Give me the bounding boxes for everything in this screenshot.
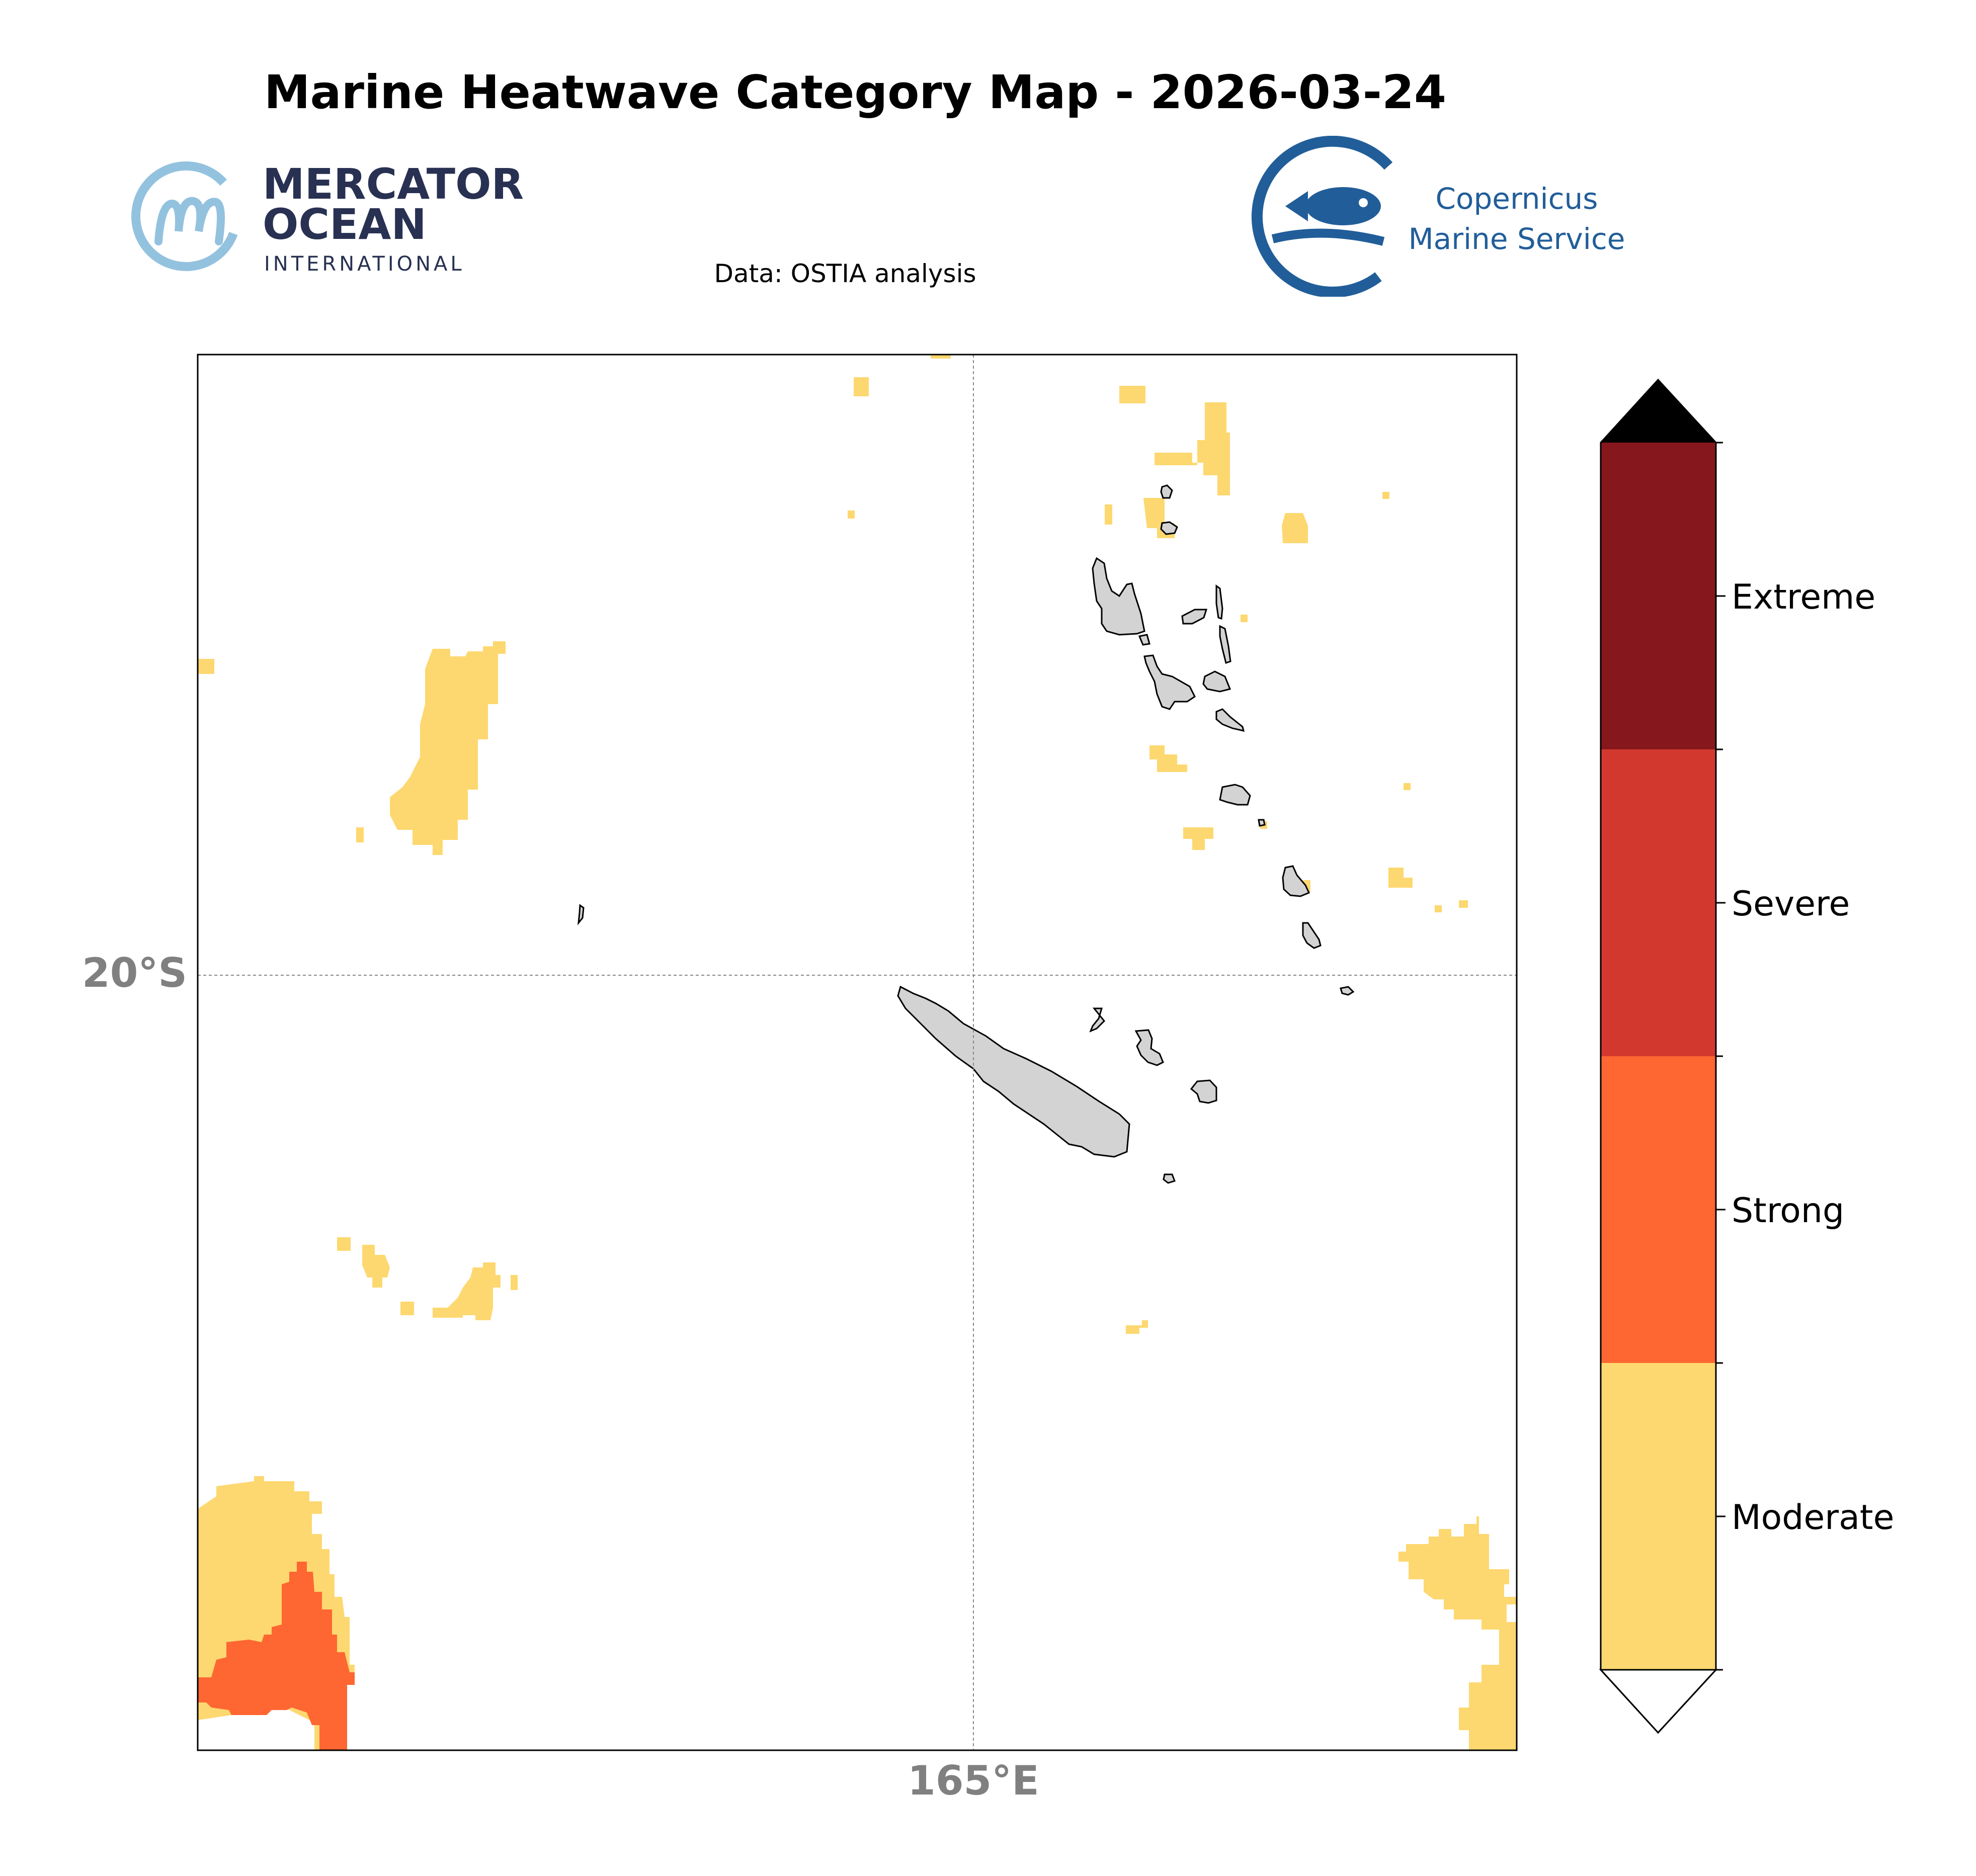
walpole-island <box>1340 986 1355 996</box>
colorbar-label-strong: Strong <box>1732 1191 1844 1231</box>
moderate-patch <box>1388 868 1413 888</box>
map-gridlines <box>198 355 1517 1750</box>
map-ocean-background <box>198 355 1517 1750</box>
latitude-label-20s: 20°S <box>82 950 187 996</box>
copernicus-line2: Marine Service <box>1409 222 1625 256</box>
moderate-patch <box>198 659 214 674</box>
moderate-patch <box>854 377 869 396</box>
moderate-patch <box>1149 745 1187 772</box>
colorbar-label-severe: Severe <box>1732 884 1850 924</box>
vanuatu-islet <box>1258 819 1266 827</box>
epi-island <box>1215 708 1245 732</box>
ouvea-island <box>1089 1007 1106 1033</box>
erromango-island <box>1282 865 1310 897</box>
moderate-patch <box>337 1237 351 1251</box>
colorbar-label-extreme: Extreme <box>1732 577 1875 617</box>
ambrym-island <box>1202 670 1231 693</box>
espiritu-santo-island <box>1092 557 1145 636</box>
colorbar-ticks <box>1716 442 1725 1671</box>
mercator-line2: OCEAN <box>263 200 427 249</box>
ambae-island <box>1181 609 1208 625</box>
pentecost-island <box>1219 625 1231 664</box>
land-masses <box>578 484 1355 1184</box>
moderate-patch <box>400 1302 414 1315</box>
moderate-patch <box>1126 1320 1148 1334</box>
lifou-island <box>1134 1029 1164 1066</box>
mare-island <box>1190 1079 1217 1104</box>
moderate-patch <box>362 1245 390 1288</box>
map-panel: 20°S 165°E <box>82 354 1518 1804</box>
moderate-patch <box>1435 905 1442 912</box>
new-caledonia-island <box>897 985 1130 1158</box>
colorbar-segment-strong <box>1601 1056 1716 1363</box>
strong-heatwave-areas <box>198 1562 355 1750</box>
moderate-patch <box>1382 492 1389 499</box>
vanuatu-small-island <box>1138 634 1150 646</box>
moderate-patch <box>1183 827 1213 850</box>
map-frame <box>197 354 1518 1751</box>
moderate-patch <box>1241 615 1248 622</box>
moderate-patch <box>1105 504 1112 525</box>
strong-patch <box>198 1562 355 1750</box>
moderate-patch <box>1155 402 1230 495</box>
moderate-patch <box>848 510 855 519</box>
colorbar-under-extension <box>1599 1669 1718 1734</box>
mercator-m-icon <box>131 161 241 271</box>
longitude-label-165e: 165°E <box>908 1757 1039 1804</box>
colorbar: Extreme Severe Strong Moderate <box>1599 378 1894 1734</box>
copernicus-fish-icon <box>1251 136 1393 297</box>
malekula-island <box>1143 654 1196 710</box>
moderate-patch <box>356 827 364 842</box>
copernicus-line1: Copernicus <box>1435 182 1598 216</box>
moderate-patch <box>1459 900 1468 908</box>
moderate-patch <box>511 1275 518 1290</box>
colorbar-label-moderate: Moderate <box>1732 1498 1894 1538</box>
colorbar-segment-moderate <box>1601 1363 1716 1670</box>
banks-island <box>1160 521 1178 535</box>
data-source-subtitle: Data: OSTIA analysis <box>714 259 976 288</box>
map-title: Marine Heatwave Category Map - 2026-03-2… <box>264 65 1446 119</box>
moderate-patch <box>1119 386 1145 403</box>
moderate-patch <box>1398 1516 1517 1750</box>
maewo-island <box>1215 584 1223 620</box>
colorbar-over-extension <box>1601 380 1716 443</box>
tanna-island <box>1302 922 1322 949</box>
colorbar-segment-extreme <box>1601 443 1716 749</box>
copernicus-marine-logo: Copernicus Marine Service <box>1251 136 1625 297</box>
torres-island <box>1160 484 1173 499</box>
colorbar-segment-severe <box>1601 749 1716 1056</box>
moderate-patch <box>931 355 951 359</box>
moderate-patch <box>433 1262 501 1320</box>
matthew-island <box>578 904 585 925</box>
mercator-line3: INTERNATIONAL <box>264 252 465 276</box>
mercator-ocean-logo: MERCATOR OCEAN INTERNATIONAL <box>131 159 524 276</box>
isle-of-pines <box>1163 1173 1176 1184</box>
mercator-line1: MERCATOR <box>263 159 524 209</box>
moderate-patch <box>390 641 506 855</box>
moderate-patch <box>1404 783 1411 790</box>
moderate-patch <box>1282 513 1308 543</box>
efate-island <box>1219 784 1251 806</box>
